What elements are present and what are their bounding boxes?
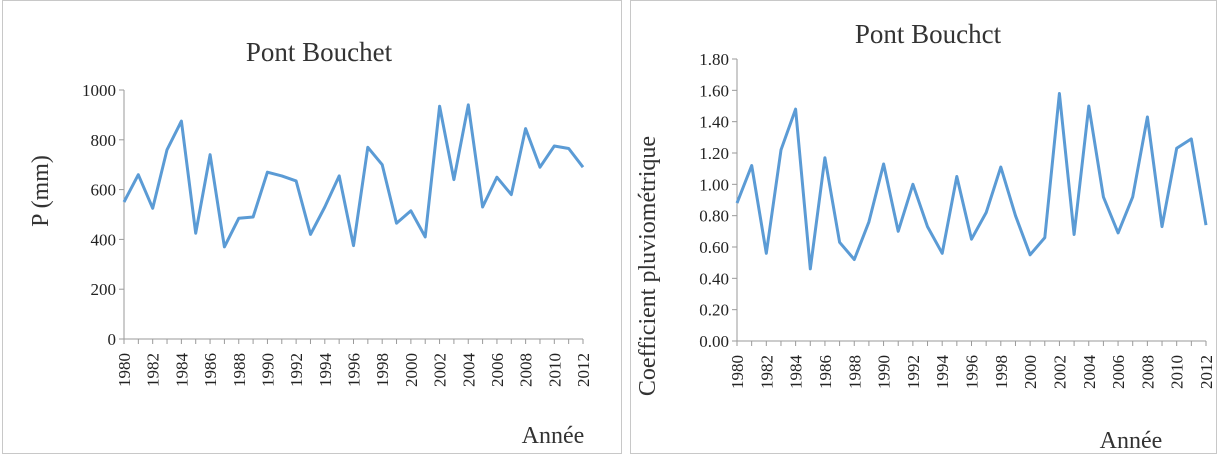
x-tick-label: 1992: [904, 355, 923, 389]
chart-svg-right: Pont Bouchct 0.00 0.20 0.40 0.60 0.80 1.00 1.20…: [635, 19, 1216, 454]
x-tick-label: 1986: [201, 353, 220, 387]
x-tick-label: 2008: [517, 353, 536, 387]
y-tick-label: 0.20: [699, 301, 729, 320]
x-tick-label: 2004: [1080, 355, 1099, 390]
y-tick-label: 0.40: [699, 269, 729, 288]
x-tick-label: 1996: [963, 355, 982, 389]
x-tick-label: 1994: [316, 353, 335, 388]
x-tick-label: 1998: [373, 353, 392, 387]
x-axis-title: Année: [522, 423, 585, 449]
x-tick-label: 1992: [287, 353, 306, 387]
x-axis-title: Année: [1100, 428, 1163, 454]
y-tick-label: 600: [91, 181, 117, 200]
x-tick-label: 2006: [1109, 355, 1128, 389]
y-tick-label: 200: [91, 280, 117, 299]
x-tick-label: 2004: [459, 353, 478, 388]
y-tick-label: 1.80: [699, 50, 729, 69]
y-tick-label: 0.00: [699, 332, 729, 351]
x-tick-label: 1996: [345, 353, 364, 387]
x-tick-label: 2008: [1138, 355, 1157, 389]
x-tick-label: 1984: [172, 353, 191, 388]
chart-panel-left: Pont Bouchet 0 200 400 600 800 1000 1980 1982 198…: [2, 0, 622, 454]
y-tick-label: 0.80: [699, 207, 729, 226]
y-tick-label: 400: [91, 230, 117, 249]
x-tick-label: 1988: [845, 355, 864, 389]
y-tick-label: 0: [108, 330, 117, 349]
y-tick-label: 1.20: [699, 144, 729, 163]
y-axis-title: Coefficient pluviométrique: [635, 136, 661, 396]
x-tick-label: 2012: [1197, 355, 1216, 389]
x-tick-label: 2010: [545, 353, 564, 387]
x-tick-label: 2010: [1168, 355, 1187, 389]
x-tick-label: 1982: [757, 355, 776, 389]
x-tick-label: 1990: [258, 353, 277, 387]
x-tick-label: 2012: [574, 353, 593, 387]
y-tick-label: 1.60: [699, 81, 729, 100]
x-tick-label: 1980: [728, 355, 747, 389]
series-line: [122, 103, 585, 249]
series-line: [735, 92, 1208, 271]
chart-title: Pont Bouchet: [246, 37, 393, 67]
chart-panel-right: Pont Bouchct 0.00 0.20 0.40 0.60 0.80 1.00 1.20…: [630, 0, 1217, 454]
x-tick-label: 2000: [402, 353, 421, 387]
x-tick-label: 2000: [1021, 355, 1040, 389]
x-tick-label: 2002: [1050, 355, 1069, 389]
x-tick-label: 1986: [816, 355, 835, 389]
x-tick-label: 1980: [115, 353, 134, 387]
x-tick-label: 2002: [431, 353, 450, 387]
y-tick-label: 1.40: [699, 113, 729, 132]
y-axis-title: P (mm): [28, 155, 54, 227]
chart-svg-left: Pont Bouchet 0 200 400 600 800 1000 1980 1982 198…: [28, 37, 593, 449]
x-tick-label: 1982: [144, 353, 163, 387]
x-tick-label: 1988: [230, 353, 249, 387]
x-tick-label: 1998: [992, 355, 1011, 389]
y-tick-label: 0.60: [699, 238, 729, 257]
y-tick-label: 800: [91, 131, 117, 150]
x-tick-label: 2006: [488, 353, 507, 387]
x-tick-label: 1984: [787, 355, 806, 390]
x-tick-label: 1990: [875, 355, 894, 389]
y-tick-label: 1000: [82, 81, 116, 100]
x-tick-label: 1994: [933, 355, 952, 390]
y-tick-label: 1.00: [699, 175, 729, 194]
chart-title: Pont Bouchct: [855, 19, 1002, 49]
